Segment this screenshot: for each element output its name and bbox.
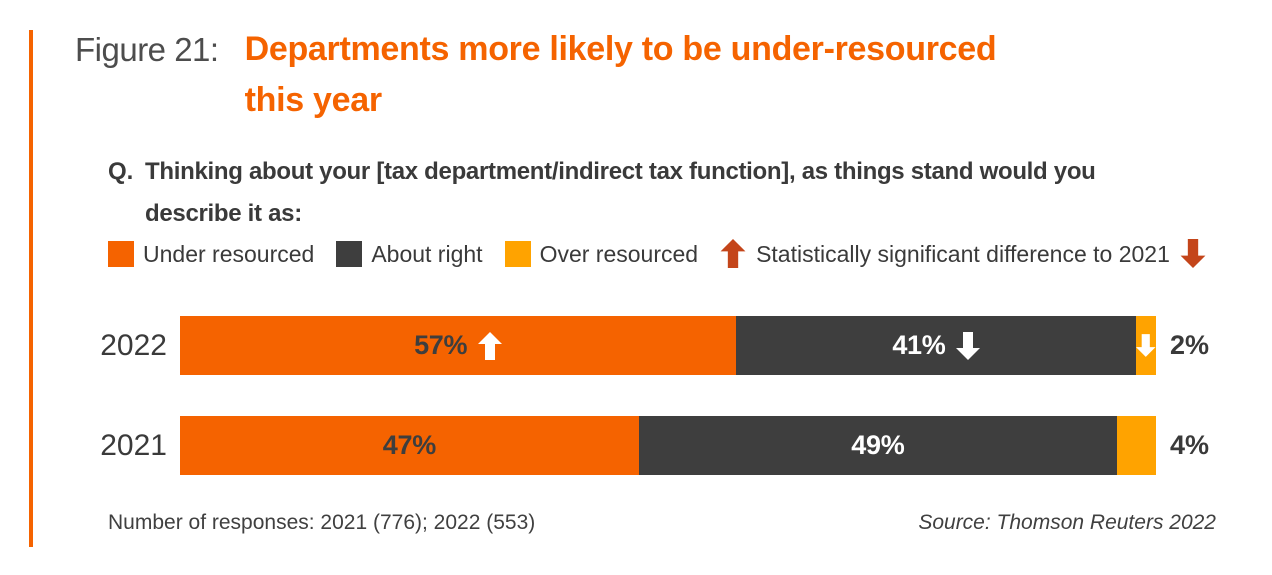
significance-up-arrow-slot [720, 239, 746, 268]
question-text-line1: Thinking about your [tax department/indi… [145, 158, 1096, 185]
legend-label: About right [371, 240, 483, 267]
legend-item-under-resourced: Under resourced [108, 240, 314, 268]
segment-under-resourced: 57% [180, 316, 737, 375]
question-text: Thinking about your [tax department/indi… [145, 151, 1096, 235]
year-label: 2022 [100, 328, 167, 362]
segment-about-right: 41% [736, 316, 1137, 375]
segment-over-resourced [1116, 416, 1156, 475]
legend-label: Over resourced [539, 240, 699, 267]
left-accent-rule [29, 30, 33, 547]
over-resourced-swatch [504, 240, 531, 267]
down-arrow-icon [1180, 239, 1206, 268]
down-arrow-icon [956, 331, 981, 360]
bar-track: 57% 41% [180, 316, 1156, 375]
figure-header: Figure 21: Departments more likely to be… [75, 24, 997, 126]
about-right-swatch [336, 240, 363, 267]
legend: Under resourced About right Over resourc… [108, 239, 1206, 268]
value-label-outside: 2% [1170, 330, 1210, 360]
up-arrow-icon [478, 331, 503, 360]
value-label: 47% [382, 430, 436, 460]
year-label: 2021 [100, 428, 167, 462]
legend-item-over-resourced: Over resourced [504, 240, 699, 268]
source-note: Source: Thomson Reuters 2022 [918, 511, 1216, 534]
figure-number-label: Figure 21: [75, 31, 219, 68]
value-label-outside: 4% [1170, 430, 1210, 460]
significance-label: Statistically significant difference to … [756, 240, 1170, 267]
significance-arrow-slot [956, 331, 981, 360]
bar-row-2022: 2022 57% 41% 2% [0, 316, 1209, 375]
legend-item-about-right: About right [336, 240, 483, 268]
up-arrow-icon [720, 239, 746, 268]
figure-title-line1: Departments more likely to be under-reso… [244, 30, 997, 68]
figure-title-line2: this year [244, 81, 382, 119]
value-label: 49% [851, 430, 905, 460]
legend-label: Under resourced [143, 240, 315, 267]
responses-note: Number of responses: 2021 (776); 2022 (5… [108, 511, 536, 534]
survey-question: Q. Thinking about your [tax department/i… [108, 151, 1096, 235]
value-label: 41% [892, 330, 946, 360]
bar-track: 47% 49% [180, 416, 1156, 475]
significance-down-arrow-slot [1180, 239, 1206, 268]
significance-arrow-slot [478, 331, 503, 360]
bar-row-2021: 2021 47% 49% 4% [0, 416, 1209, 475]
under-resourced-swatch [108, 240, 134, 267]
question-text-line2: describe it as: [145, 200, 302, 227]
segment-over-resourced [1136, 316, 1156, 375]
down-arrow-icon [1136, 334, 1156, 357]
value-label: 57% [414, 330, 468, 360]
legend-significance: Statistically significant difference to … [720, 239, 1206, 268]
segment-about-right: 49% [638, 416, 1117, 475]
segment-under-resourced: 47% [180, 416, 639, 475]
question-prefix: Q. [108, 158, 134, 185]
figure-title: Departments more likely to be under-reso… [245, 24, 997, 126]
